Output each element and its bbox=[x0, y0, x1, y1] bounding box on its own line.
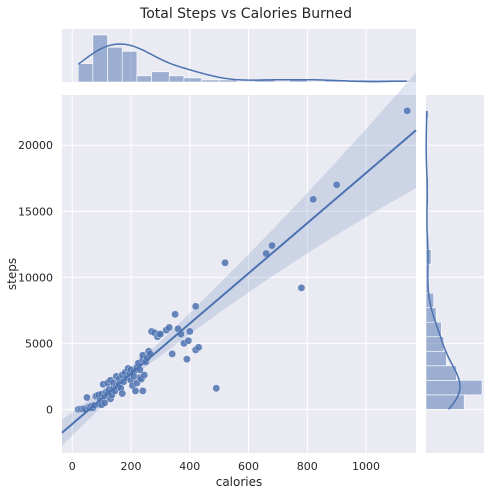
x-histogram-bar bbox=[151, 71, 170, 83]
x-histogram-bar bbox=[201, 79, 220, 83]
x-tick-label: 0 bbox=[69, 460, 76, 473]
scatter-point bbox=[100, 399, 109, 407]
regression-line bbox=[61, 129, 417, 434]
main-plot-panel: 0 200 400 600 800 1000 0 5000 10000 15000 20000 bbox=[18, 72, 417, 473]
scatter-point bbox=[194, 343, 203, 352]
scatter-point bbox=[191, 302, 200, 311]
y-histogram-bar bbox=[425, 394, 465, 410]
y-histogram-bar bbox=[425, 350, 447, 367]
scatter-point bbox=[165, 323, 173, 332]
scatter-point bbox=[309, 195, 317, 204]
scatter-point bbox=[171, 310, 179, 319]
x-histogram-bar bbox=[183, 77, 202, 83]
chart-title: Total Steps vs Calories Burned bbox=[139, 6, 352, 22]
x-histogram-bar bbox=[77, 63, 94, 83]
x-tick-label: 800 bbox=[297, 460, 318, 473]
y-tick-label: 20000 bbox=[18, 139, 53, 152]
x-histogram-bar bbox=[92, 34, 108, 83]
scatter-point bbox=[131, 387, 140, 395]
scatter-point bbox=[118, 389, 126, 398]
y-tick-label: 0 bbox=[46, 403, 53, 416]
y-tick-label: 15000 bbox=[18, 205, 53, 218]
x-histogram-bar bbox=[121, 51, 138, 83]
x-tick-label: 600 bbox=[238, 460, 259, 473]
scatter-point bbox=[186, 327, 194, 336]
x-tick-label: 400 bbox=[179, 460, 200, 473]
y-tick-label: 10000 bbox=[18, 271, 53, 284]
x-histogram-bar bbox=[168, 75, 185, 83]
y-histogram-bar bbox=[425, 365, 457, 381]
scatter-point bbox=[168, 350, 176, 358]
top-marginal-panel bbox=[62, 29, 416, 83]
scatter-point bbox=[403, 107, 411, 115]
scatter-point bbox=[183, 355, 191, 363]
right-marginal-panel bbox=[425, 95, 484, 453]
scatter-point bbox=[139, 387, 147, 395]
x-kde-curve bbox=[77, 43, 408, 83]
y-kde-curve bbox=[425, 110, 461, 410]
scatter-point bbox=[156, 330, 165, 338]
scatter-point bbox=[297, 284, 306, 292]
scatter-point bbox=[140, 371, 149, 379]
scatter-point bbox=[184, 336, 193, 345]
x-histogram-bar bbox=[136, 75, 152, 83]
x-histogram-bar bbox=[107, 46, 123, 83]
scatter-point bbox=[212, 384, 220, 393]
y-histogram-bar bbox=[425, 380, 483, 396]
x-tick-label: 200 bbox=[121, 460, 142, 473]
y-tick-label: 5000 bbox=[25, 337, 53, 350]
x-axis-label: calories bbox=[216, 475, 263, 489]
x-histogram-bar bbox=[218, 79, 238, 83]
scatter-point bbox=[221, 259, 229, 267]
scatter-point bbox=[332, 181, 341, 189]
x-tick-label: 1000 bbox=[352, 460, 380, 473]
scatter-point bbox=[83, 393, 91, 402]
scatter-point bbox=[268, 241, 276, 250]
y-axis-label: steps bbox=[5, 258, 19, 290]
